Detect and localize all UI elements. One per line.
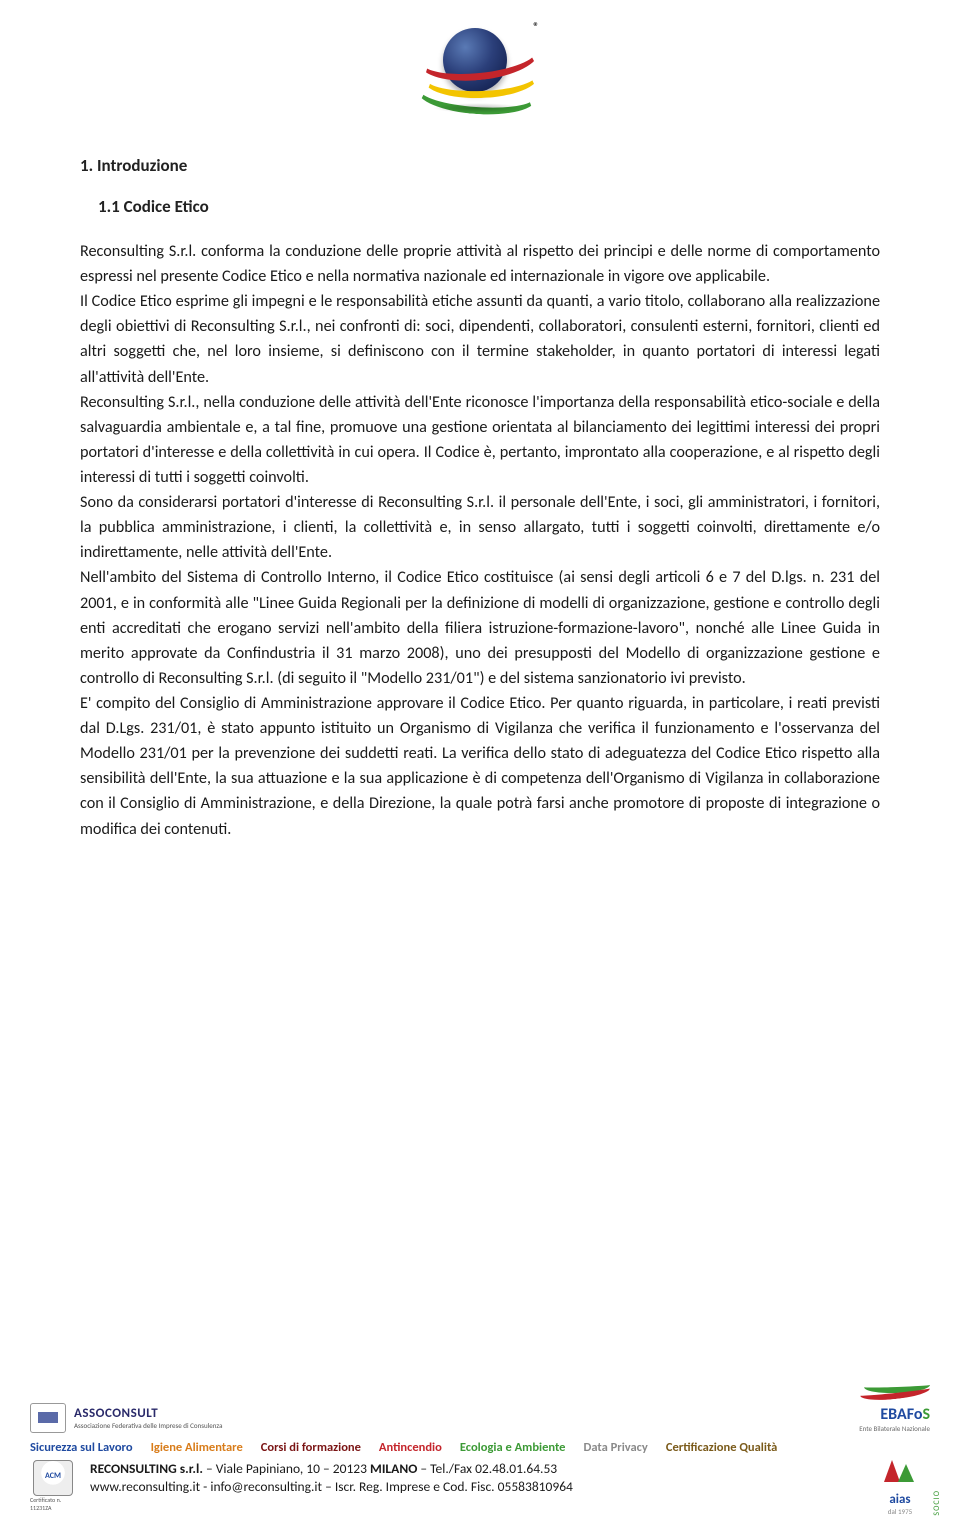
assoconsult-name: ASSOCONSULT [74,1406,222,1421]
page-footer: ASSOCONSULT Associazione Federativa dell… [0,1375,960,1526]
service-item: Certificazione Qualità [666,1440,778,1455]
aias-socio: SOCIO [932,1490,942,1516]
service-item: Corsi di formazione [261,1440,361,1455]
certificate-number: Certificato n. 11231ZA [30,1496,76,1512]
subsection-heading: 1.1 Codice Etico [98,196,880,217]
service-item: Data Privacy [583,1440,647,1455]
document-page: ® 1. Introduzione 1.1 Codice Etico Recon… [0,0,960,1526]
certification-badge: Certificato n. 11231ZA [30,1460,76,1516]
footer-bottom: Certificato n. 11231ZA RECONSULTING s.r.… [0,1458,960,1526]
ebafos-name: EBAFoS [880,1405,930,1424]
aias-name: aias [889,1492,910,1507]
service-item: Sicurezza sul Lavoro [30,1440,133,1455]
assoconsult-logo: ASSOCONSULT Associazione Federativa dell… [30,1403,222,1433]
service-item: Antincendio [379,1440,442,1455]
paragraph: E' compito del Consiglio di Amministrazi… [80,691,880,842]
company-info: RECONSULTING s.r.l. – Viale Papiniano, 1… [90,1460,856,1516]
registered-mark: ® [533,20,539,33]
section-heading: 1. Introduzione [80,155,880,176]
company-line-1: RECONSULTING s.r.l. – Viale Papiniano, 1… [90,1460,856,1478]
assoconsult-icon [30,1403,66,1433]
paragraph: Reconsulting S.r.l. conforma la conduzio… [80,239,880,289]
service-item: Igiene Alimentare [151,1440,243,1455]
footer-logos-row: ASSOCONSULT Associazione Federativa dell… [0,1375,960,1437]
aias-icon [878,1460,922,1492]
aias-sub: dal 1975 [888,1507,912,1516]
ebafos-sub: Ente Bilaterale Nazionale [859,1424,930,1433]
service-item: Ecologia e Ambiente [460,1440,566,1455]
paragraph: Il Codice Etico esprime gli impegni e le… [80,289,880,389]
body-text: Reconsulting S.r.l. conforma la conduzio… [80,239,880,842]
paragraph: Sono da considerarsi portatori d'interes… [80,490,880,565]
aias-logo: aias dal 1975 SOCIO [870,1460,942,1516]
paragraph: Reconsulting S.r.l., nella conduzione de… [80,390,880,490]
assoconsult-sub: Associazione Federativa delle Imprese di… [74,1421,222,1430]
services-strip: Sicurezza sul Lavoro Igiene Alimentare Cor… [0,1437,960,1458]
logo-header: ® [80,20,880,115]
company-logo: ® [415,20,545,115]
ebafos-icon [860,1375,930,1405]
ebafos-logo: EBAFoS Ente Bilaterale Nazionale [859,1375,930,1433]
paragraph: Nell'ambito del Sistema di Controllo Int… [80,565,880,691]
company-line-2: www.reconsulting.it - info@reconsulting.… [90,1478,856,1496]
